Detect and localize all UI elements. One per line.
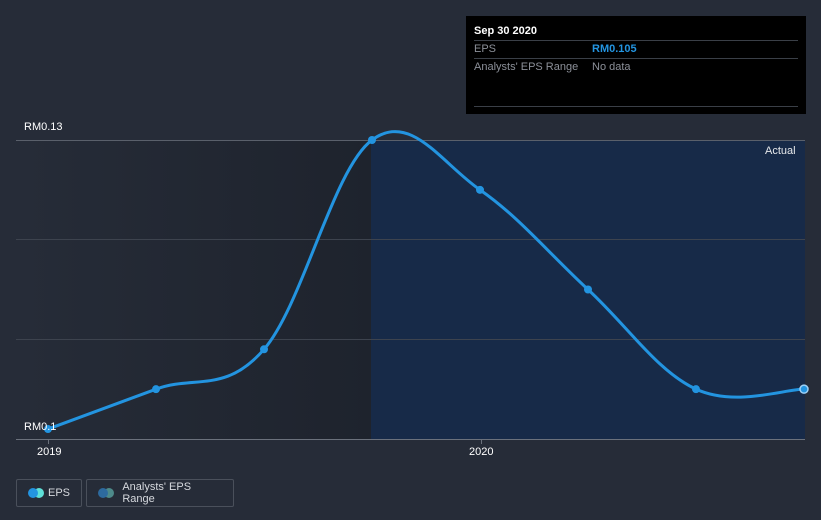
gridlines: [16, 140, 805, 340]
eps-legend-icon: [28, 488, 44, 498]
actual-region-label: Actual: [765, 145, 796, 157]
eps-data-point[interactable]: [692, 385, 700, 394]
legend-eps[interactable]: EPS: [16, 479, 82, 507]
eps-data-point[interactable]: [368, 136, 376, 144]
eps-data-point[interactable]: [799, 384, 809, 394]
legend-analysts-range[interactable]: Analysts' EPS Range: [86, 479, 234, 507]
analysts-range-legend-icon: [98, 488, 114, 498]
tooltip-row-range: Analysts' EPS Range No data: [474, 59, 798, 76]
eps-data-point[interactable]: [260, 345, 268, 354]
eps-data-point[interactable]: [476, 185, 484, 194]
x-axis-tick-2019: 2019: [37, 446, 62, 458]
tooltip: Sep 30 2020 EPS RM0.105 Analysts' EPS Ra…: [466, 16, 806, 114]
past-region: [16, 140, 371, 439]
tooltip-divider: [474, 106, 798, 107]
legend-eps-label: EPS: [47, 487, 70, 499]
legend-analysts-range-label: Analysts' EPS Range: [122, 481, 192, 505]
eps-data-point[interactable]: [152, 385, 160, 394]
eps-points: [44, 136, 809, 434]
y-axis-top-label: RM0.13: [24, 121, 63, 133]
eps-line: [46, 130, 806, 431]
x-axis-ticks: [48, 439, 482, 444]
x-axis-tick-2020: 2020: [469, 446, 494, 458]
tooltip-row-eps: EPS RM0.105: [474, 41, 798, 59]
y-axis-bottom-label: RM0.1: [24, 421, 57, 433]
tooltip-range-value: No data: [592, 61, 631, 73]
eps-data-point[interactable]: [584, 285, 592, 294]
tooltip-range-label: Analysts' EPS Range: [474, 61, 579, 73]
tooltip-date: Sep 30 2020: [474, 16, 798, 41]
eps-data-point[interactable]: [44, 425, 52, 434]
tooltip-eps-value: RM0.105: [592, 43, 637, 55]
tooltip-eps-label: EPS: [474, 43, 497, 55]
